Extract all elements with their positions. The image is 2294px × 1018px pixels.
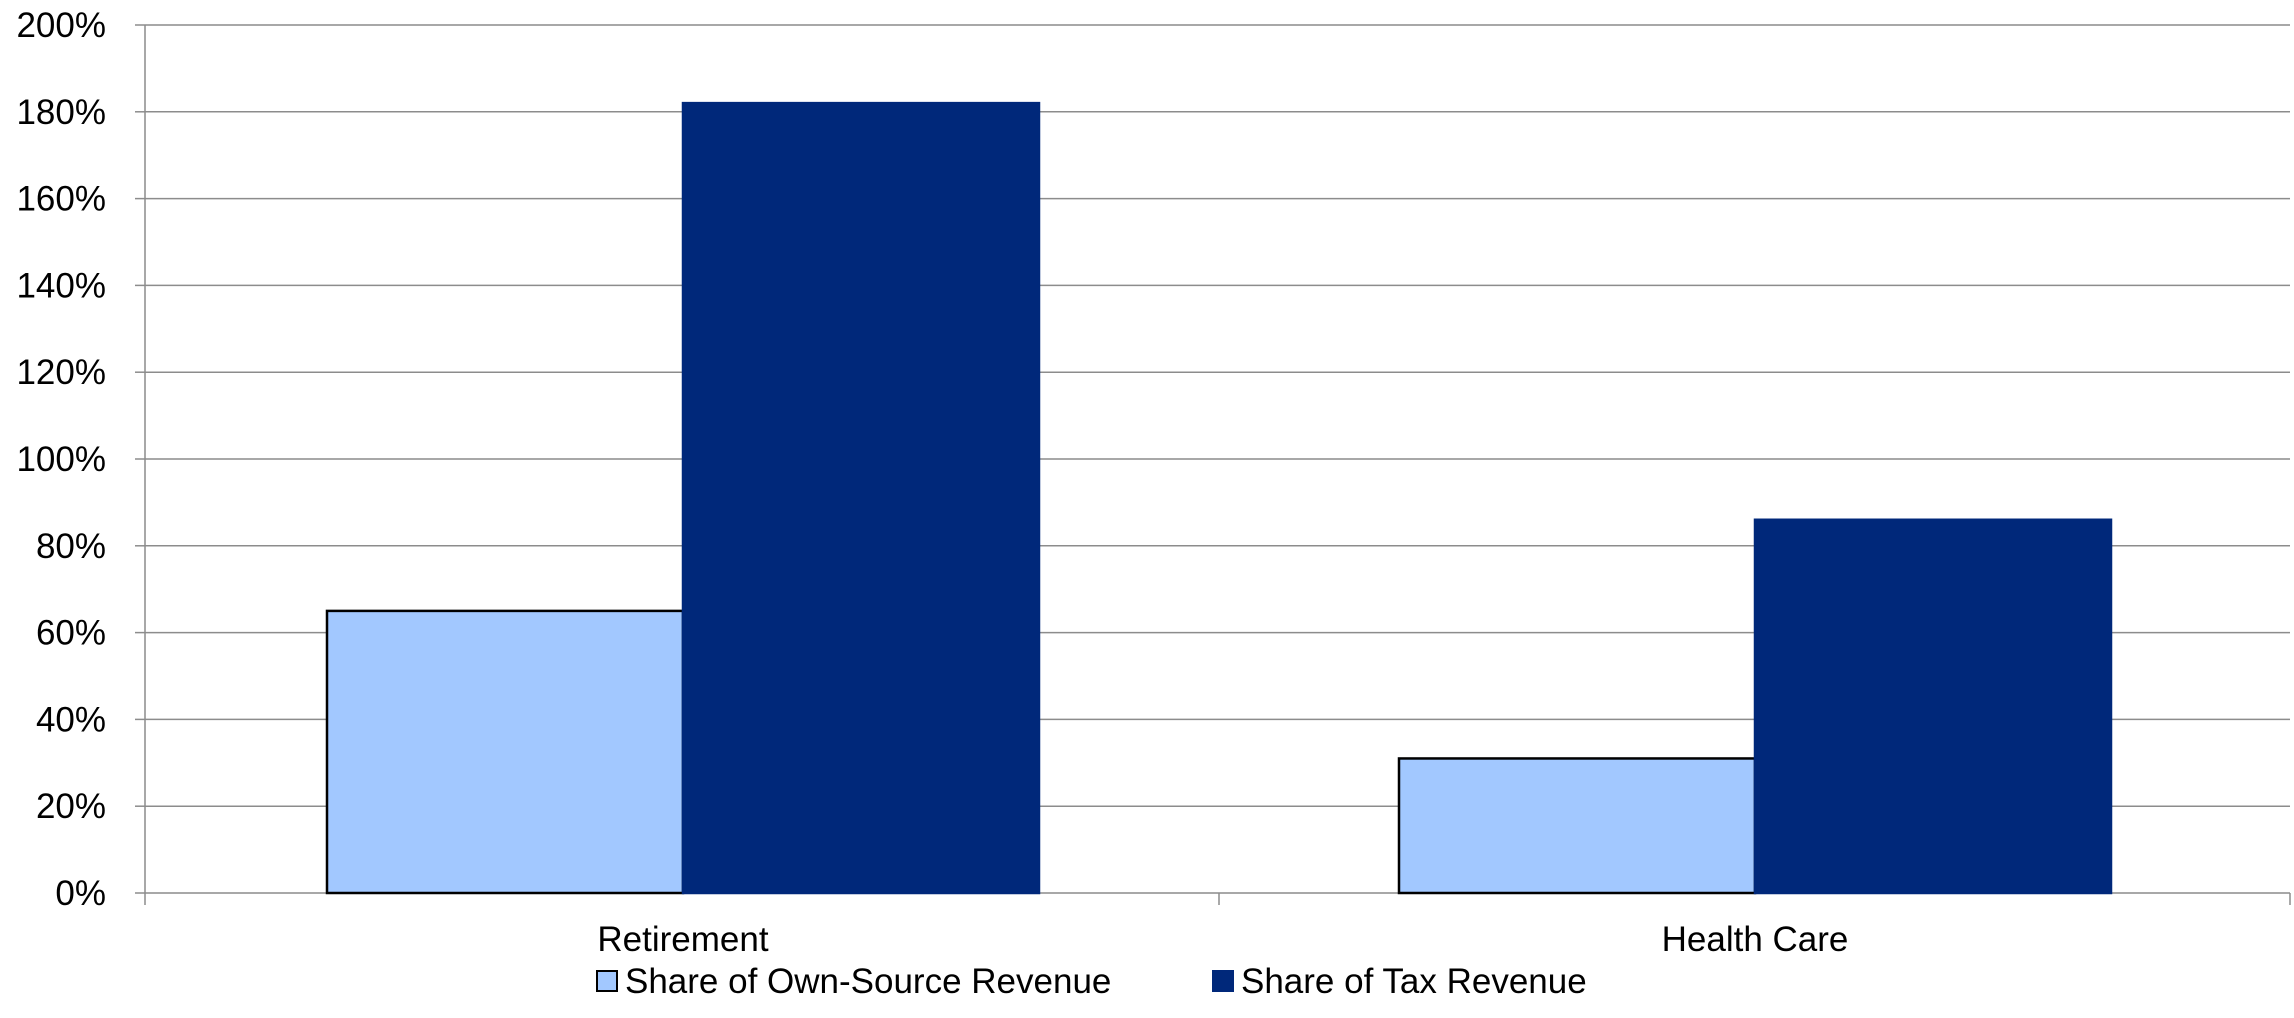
y-tick-label: 60% xyxy=(36,614,106,653)
y-axis-tick-labels: 0% 20% 40% 60% 80% 100% 120% 140% 160% 180% 200% xyxy=(16,6,106,913)
y-tick-label: 160% xyxy=(16,180,106,219)
x-category-label: Retirement xyxy=(597,920,768,959)
legend-label: Share of Tax Revenue xyxy=(1241,962,1587,1001)
legend: Share of Own-Source Revenue Share of Tax … xyxy=(596,962,1587,1001)
bar-tax-revenue xyxy=(681,101,1041,895)
y-tick-label: 120% xyxy=(16,353,106,392)
legend-swatch xyxy=(1212,970,1234,992)
y-tick-label: 0% xyxy=(55,874,106,913)
y-tick-label: 180% xyxy=(16,93,106,132)
x-category-label: Health Care xyxy=(1662,920,1849,959)
y-tick-label: 40% xyxy=(36,700,106,739)
y-tick-label: 80% xyxy=(36,527,106,566)
y-tick-label: 200% xyxy=(16,6,106,45)
y-tick-label: 100% xyxy=(16,440,106,479)
bar-own-source-revenue xyxy=(325,609,685,895)
bar-tax-revenue xyxy=(1753,518,2113,895)
y-tick-label: 20% xyxy=(36,787,106,826)
y-tick-label: 140% xyxy=(16,266,106,305)
legend-label: Share of Own-Source Revenue xyxy=(625,962,1111,1001)
legend-swatch xyxy=(596,970,618,992)
bars xyxy=(325,101,2113,895)
x-axis-category-labels: Retirement Health Care xyxy=(597,920,1848,959)
bar-own-source-revenue xyxy=(1397,757,1757,895)
